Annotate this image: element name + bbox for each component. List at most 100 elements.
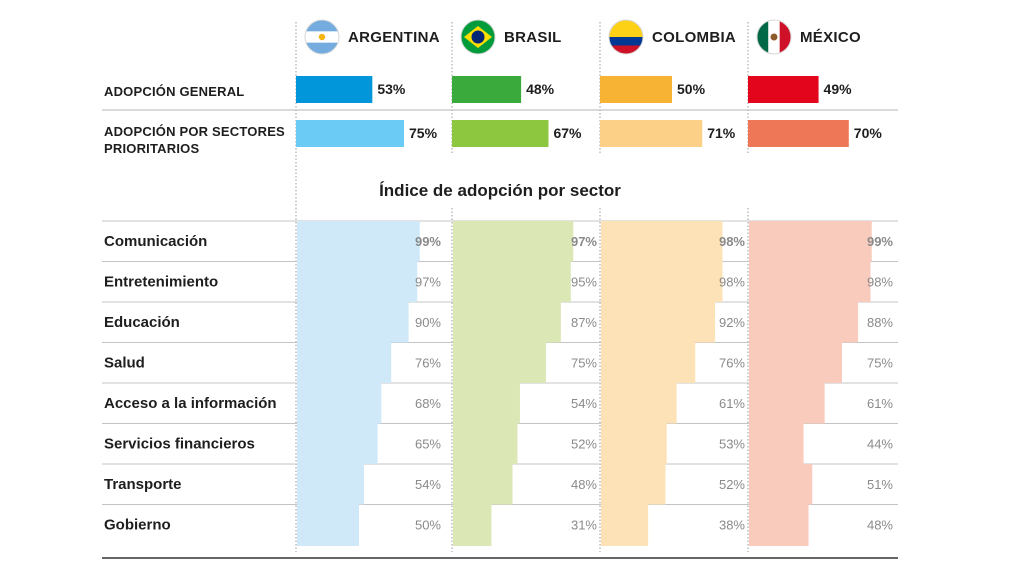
- sector-value-argentina: 97%: [415, 275, 441, 290]
- summary-bar-mexico: [748, 120, 849, 147]
- sector-value-argentina: 54%: [415, 477, 441, 492]
- sector-bar-mexico: [749, 423, 804, 464]
- sector-value-mexico: 98%: [867, 275, 893, 290]
- sector-bar-colombia: [601, 423, 667, 464]
- summary-value-brasil: 67%: [553, 125, 582, 141]
- sector-bar-mexico: [749, 464, 813, 505]
- sector-value-argentina: 76%: [415, 356, 441, 371]
- sector-value-colombia: 38%: [719, 518, 745, 533]
- sector-value-brasil: 75%: [571, 356, 597, 371]
- sector-value-colombia: 52%: [719, 477, 745, 492]
- sector-value-mexico: 75%: [867, 356, 893, 371]
- sector-value-brasil: 31%: [571, 518, 597, 533]
- sector-value-brasil: 87%: [571, 315, 597, 330]
- summary-value-argentina: 75%: [409, 125, 438, 141]
- sector-bar-mexico: [749, 504, 809, 546]
- summary-bar-brasil: [452, 76, 522, 103]
- sector-value-argentina: 99%: [415, 234, 441, 249]
- sector-value-argentina: 90%: [415, 315, 441, 330]
- sector-bar-mexico: [749, 261, 871, 302]
- summary-value-mexico: 70%: [854, 125, 883, 141]
- sector-bar-colombia: [601, 342, 696, 383]
- sector-value-mexico: 44%: [867, 437, 893, 452]
- sector-bar-argentina: [297, 221, 420, 262]
- sector-bar-colombia: [601, 302, 716, 343]
- brasil-flag: [460, 19, 496, 55]
- summary-value-mexico: 49%: [824, 81, 853, 97]
- sector-value-mexico: 99%: [867, 234, 893, 249]
- sector-value-colombia: 76%: [719, 356, 745, 371]
- chart-labels: ARGENTINA BRASIL COLOMBIA MÉXICO ADOPCIÓN GE…: [104, 29, 893, 534]
- sector-label: Gobierno: [104, 517, 171, 534]
- sector-bar-mexico: [749, 383, 825, 424]
- argentina-flag: [304, 19, 340, 55]
- summary-bar-argentina: [296, 76, 373, 103]
- sector-bar-argentina: [297, 261, 418, 302]
- summary-value-brasil: 48%: [526, 81, 555, 97]
- summary-value-colombia: 50%: [677, 81, 706, 97]
- sector-value-brasil: 95%: [571, 275, 597, 290]
- sector-value-colombia: 98%: [719, 275, 745, 290]
- sector-label: Entretenimiento: [104, 274, 218, 291]
- sector-bar-colombia: [601, 383, 677, 424]
- sector-value-brasil: 54%: [571, 396, 597, 411]
- sector-value-mexico: 61%: [867, 396, 893, 411]
- summary-value-colombia: 71%: [707, 125, 736, 141]
- mexico-flag: [756, 19, 792, 55]
- sector-bar-mexico: [749, 221, 872, 262]
- summary-row-label: PRIORITARIOS: [104, 141, 199, 156]
- country-name-colombia: COLOMBIA: [652, 29, 736, 46]
- sector-bar-brasil: [453, 464, 513, 505]
- country-name-brasil: BRASIL: [504, 29, 562, 46]
- sector-value-brasil: 52%: [571, 437, 597, 452]
- summary-row-label: ADOPCIÓN GENERAL: [104, 84, 244, 99]
- sector-value-mexico: 88%: [867, 315, 893, 330]
- sector-bar-brasil: [453, 221, 574, 262]
- country-flags: [304, 19, 792, 55]
- sector-label: Educación: [104, 314, 180, 331]
- summary-bar-mexico: [748, 76, 819, 103]
- sector-bar-colombia: [601, 504, 649, 546]
- sector-label: Acceso a la información: [104, 395, 277, 412]
- sector-value-brasil: 97%: [571, 234, 597, 249]
- sector-value-argentina: 68%: [415, 396, 441, 411]
- sector-bar-argentina: [297, 464, 364, 505]
- sector-bar-argentina: [297, 504, 359, 546]
- sector-value-colombia: 98%: [719, 234, 745, 249]
- colombia-flag: [608, 19, 644, 55]
- sector-label: Salud: [104, 355, 145, 372]
- sector-value-argentina: 65%: [415, 437, 441, 452]
- summary-value-argentina: 53%: [377, 81, 406, 97]
- sector-bar-brasil: [453, 302, 561, 343]
- summary-bar-brasil: [452, 120, 549, 147]
- sector-bar-argentina: [297, 383, 382, 424]
- sector-bar-argentina: [297, 342, 392, 383]
- sector-label: Comunicación: [104, 233, 207, 250]
- sector-bar-argentina: [297, 302, 409, 343]
- country-name-mexico: MÉXICO: [800, 29, 861, 46]
- sector-value-colombia: 61%: [719, 396, 745, 411]
- sector-bar-mexico: [749, 302, 859, 343]
- sector-value-mexico: 51%: [867, 477, 893, 492]
- sector-bar-brasil: [453, 504, 492, 546]
- summary-bar-argentina: [296, 120, 404, 147]
- summary-row-label: ADOPCIÓN POR SECTORES: [104, 124, 285, 139]
- sector-value-mexico: 48%: [867, 518, 893, 533]
- sector-bar-mexico: [749, 342, 842, 383]
- sector-value-argentina: 50%: [415, 518, 441, 533]
- chart-bars: [296, 76, 872, 546]
- sector-bar-brasil: [453, 342, 546, 383]
- summary-bar-colombia: [600, 76, 672, 103]
- chart-title: Índice de adopción por sector: [379, 181, 621, 200]
- sector-value-brasil: 48%: [571, 477, 597, 492]
- sector-bar-brasil: [453, 261, 571, 302]
- sector-label: Servicios financieros: [104, 436, 255, 453]
- sector-bar-brasil: [453, 383, 520, 424]
- sector-bar-colombia: [601, 261, 723, 302]
- sector-bar-brasil: [453, 423, 518, 464]
- sector-bar-colombia: [601, 464, 666, 505]
- sector-value-colombia: 92%: [719, 315, 745, 330]
- sector-label: Transporte: [104, 476, 182, 493]
- sector-value-colombia: 53%: [719, 437, 745, 452]
